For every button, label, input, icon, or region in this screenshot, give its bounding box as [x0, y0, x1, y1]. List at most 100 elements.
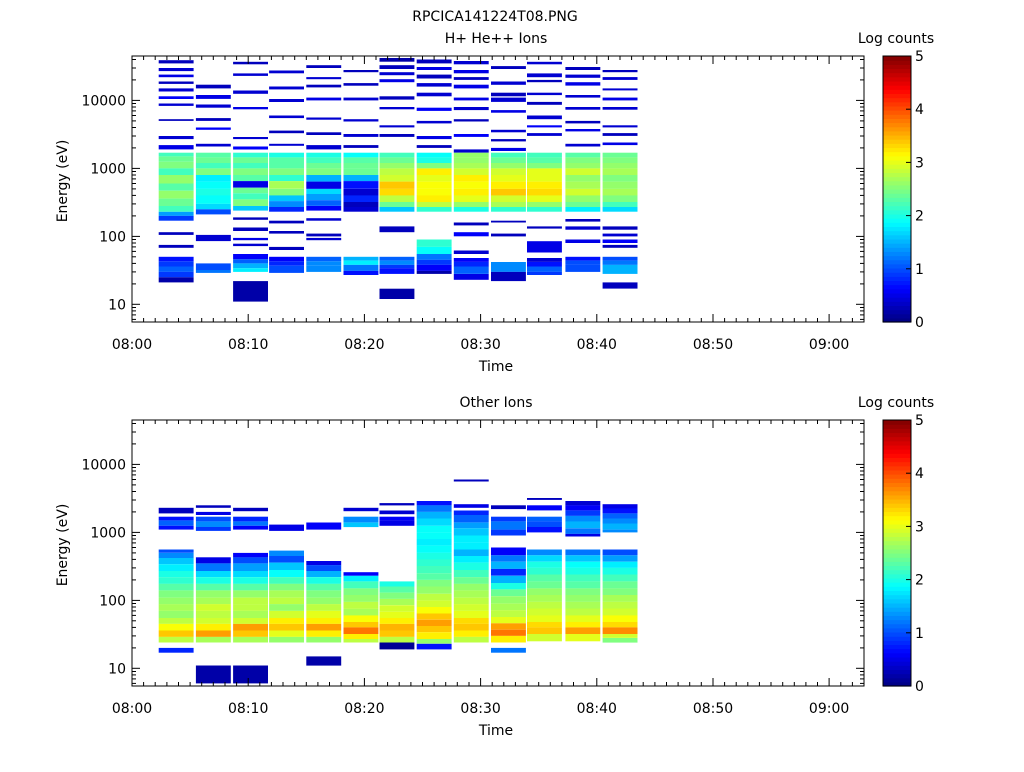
time-column-11	[565, 67, 601, 272]
colorbar-segment	[883, 197, 911, 203]
spectrogram-cell	[379, 181, 415, 189]
spectrogram-cell	[379, 268, 415, 274]
spectrogram-cell	[269, 618, 304, 624]
colorbar-segment	[883, 213, 911, 219]
spectrogram-cell	[527, 549, 562, 556]
colorbar-segment	[883, 602, 911, 608]
spectrogram-cell	[527, 567, 562, 575]
colorbar-segment	[883, 573, 911, 579]
spectrogram-cell	[379, 207, 415, 212]
time-column-8	[453, 479, 489, 643]
spectrogram-cell	[565, 107, 601, 110]
spectrogram-cell	[527, 115, 562, 120]
spectrogram-cell	[491, 129, 526, 133]
spectrogram-cell	[343, 627, 379, 634]
spectrogram-cell	[379, 611, 415, 619]
spectrogram-cell	[602, 513, 638, 519]
spectrogram-cell	[233, 146, 268, 150]
time-column-4	[306, 65, 342, 272]
spectrogram-cell	[306, 77, 342, 80]
spectrogram-cell	[453, 188, 489, 196]
x-tick-label: 08:40	[577, 701, 617, 717]
colorbar-segment	[883, 93, 911, 99]
spectrogram-cell	[491, 157, 526, 163]
colorbar-label: Log counts	[858, 31, 934, 47]
spectrogram-cell	[491, 603, 526, 611]
spectrogram-cell	[527, 266, 562, 272]
spectrogram-cell	[527, 521, 562, 527]
colorbar-frame	[882, 55, 912, 323]
spectrogram-cell	[379, 592, 415, 599]
spectrogram-cell	[453, 250, 489, 254]
spectrogram-cell	[416, 83, 452, 87]
spectrogram-cell	[379, 618, 415, 624]
colorbar-tick-label: 2	[915, 209, 924, 225]
time-column-11	[565, 501, 601, 642]
spectrogram-cell	[379, 188, 415, 196]
x-tick-label: 09:00	[809, 701, 849, 717]
colorbar-segment	[883, 465, 911, 471]
spectrogram-cell	[379, 581, 415, 587]
spectrogram-cell	[306, 590, 342, 598]
spectrogram-cell	[269, 577, 304, 584]
spectrogram-cell	[453, 107, 489, 111]
spectrogram-cell	[416, 518, 452, 526]
spectrogram-cell	[527, 516, 562, 522]
y-axis-label: Energy (eV)	[55, 140, 71, 223]
spectrogram-cell	[416, 532, 452, 539]
spectrogram-cell	[602, 595, 638, 602]
spectrogram-cell	[565, 595, 601, 602]
spectrogram-cell	[269, 610, 304, 618]
spectrogram-cell	[233, 237, 268, 241]
colorbar-segment	[883, 494, 911, 500]
spectrogram-cell	[233, 563, 268, 572]
spectrogram-cell	[379, 520, 415, 526]
colorbar-tick-label: 1	[915, 262, 924, 278]
colorbar-segment	[883, 118, 911, 124]
spectrogram-cell	[416, 246, 452, 254]
spectrogram-cell	[565, 574, 601, 582]
spectrogram-cell	[269, 143, 304, 146]
spectrogram-cell	[527, 73, 562, 78]
spectrogram-cell	[416, 505, 452, 512]
spectrogram-cell	[565, 627, 601, 634]
colorbar-segment	[883, 292, 911, 298]
spectrogram-cell	[602, 627, 638, 634]
spectrogram-cell	[306, 261, 342, 266]
spectrogram-cell	[416, 152, 452, 158]
spectrogram-cell	[453, 623, 489, 631]
spectrogram-cell	[416, 254, 452, 260]
colorbar-segment	[883, 490, 911, 496]
spectrogram-cell	[379, 157, 415, 163]
spectrogram-cell	[379, 605, 415, 612]
spectrogram-cell	[306, 237, 342, 241]
spectrogram-cell	[527, 581, 562, 589]
panel-title: H+ He++ Ions	[445, 31, 548, 47]
spectrogram-cell	[195, 557, 231, 564]
spectrogram-cell	[602, 239, 638, 243]
colorbar-tick-label: 5	[915, 413, 924, 429]
colorbar-segment	[883, 478, 911, 483]
colorbar: 0 1 2 3 4 5 Log counts	[858, 395, 934, 695]
spectrogram-cell	[565, 82, 601, 86]
spectrogram-cell	[343, 634, 379, 639]
spectrogram-cell	[379, 58, 415, 62]
colorbar-segment	[883, 648, 911, 654]
spectrogram-cell	[195, 152, 231, 158]
spectrogram-cell	[491, 623, 526, 630]
x-tick-label: 09:00	[809, 337, 849, 353]
spectrogram-cell	[158, 206, 194, 212]
time-column-5	[343, 70, 379, 275]
spectrogram-cell	[379, 264, 415, 269]
spectrogram-cell	[195, 203, 231, 210]
spectrogram-cell	[453, 618, 489, 624]
colorbar-segment	[883, 64, 911, 70]
colorbar-segment	[883, 276, 911, 282]
spectrogram-cell	[158, 145, 194, 150]
x-tick-label: 08:40	[577, 337, 617, 353]
spectrogram-cell	[416, 639, 452, 644]
spectrogram-cell	[269, 220, 304, 224]
spectrogram-cell	[416, 619, 452, 626]
colorbar-tick-label: 0	[915, 679, 924, 695]
spectrogram-cell	[269, 195, 304, 202]
